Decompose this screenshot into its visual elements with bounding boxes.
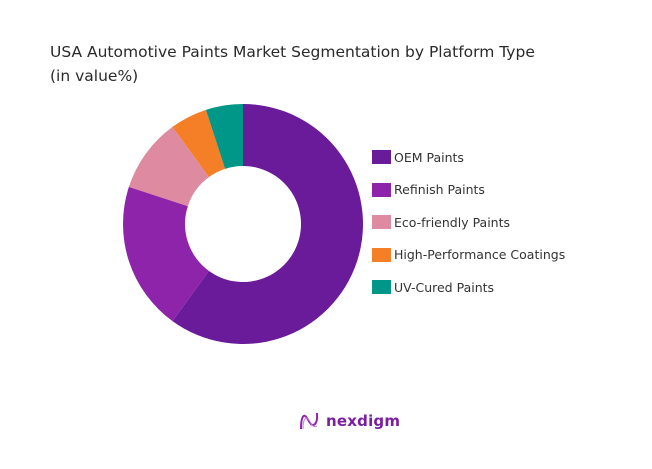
- legend-label: OEM Paints: [394, 149, 464, 165]
- logo-text: nexdigm: [326, 412, 401, 430]
- slice-uv-cured-paints: [205, 104, 243, 169]
- legend-item-high-performance-coatings: High-Performance Coatings: [372, 245, 565, 265]
- title-line-2: (in value%): [50, 67, 139, 85]
- donut-slices: [123, 104, 364, 345]
- legend-item-refinish-paints: Refinish Paints: [372, 180, 565, 200]
- slice-high-performance-coatings: [172, 109, 226, 178]
- logo-wave-icon: [300, 412, 319, 430]
- legend: OEM Paints Refinish Paints Eco-friendly …: [372, 147, 565, 310]
- legend-swatch: [372, 150, 391, 164]
- nexdigm-logo: nexdigm: [298, 410, 400, 432]
- legend-swatch: [372, 215, 391, 229]
- legend-swatch: [372, 247, 391, 262]
- slice-refinish-paints: [123, 186, 209, 322]
- legend-item-uv-cured-paints: UV-Cured Paints: [372, 277, 565, 297]
- legend-swatch: [372, 280, 391, 294]
- legend-label: High-Performance Coatings: [394, 247, 566, 262]
- legend-swatch: [372, 182, 391, 197]
- legend-label: Refinish Paints: [394, 182, 485, 197]
- legend-label: Eco-friendly Paints: [394, 214, 511, 230]
- legend-item-oem-paints: OEM Paints: [372, 147, 565, 167]
- chart-title: USA Automotive Paints Market Segmentatio…: [50, 40, 650, 88]
- title-line-1: USA Automotive Paints Market Segmentatio…: [50, 43, 535, 61]
- legend-item-eco-friendly-paints: Eco-friendly Paints: [372, 212, 565, 232]
- legend-label: UV-Cured Paints: [394, 279, 495, 295]
- slice-oem-paints: [172, 104, 364, 345]
- slice-eco-friendly-paints: [128, 126, 209, 207]
